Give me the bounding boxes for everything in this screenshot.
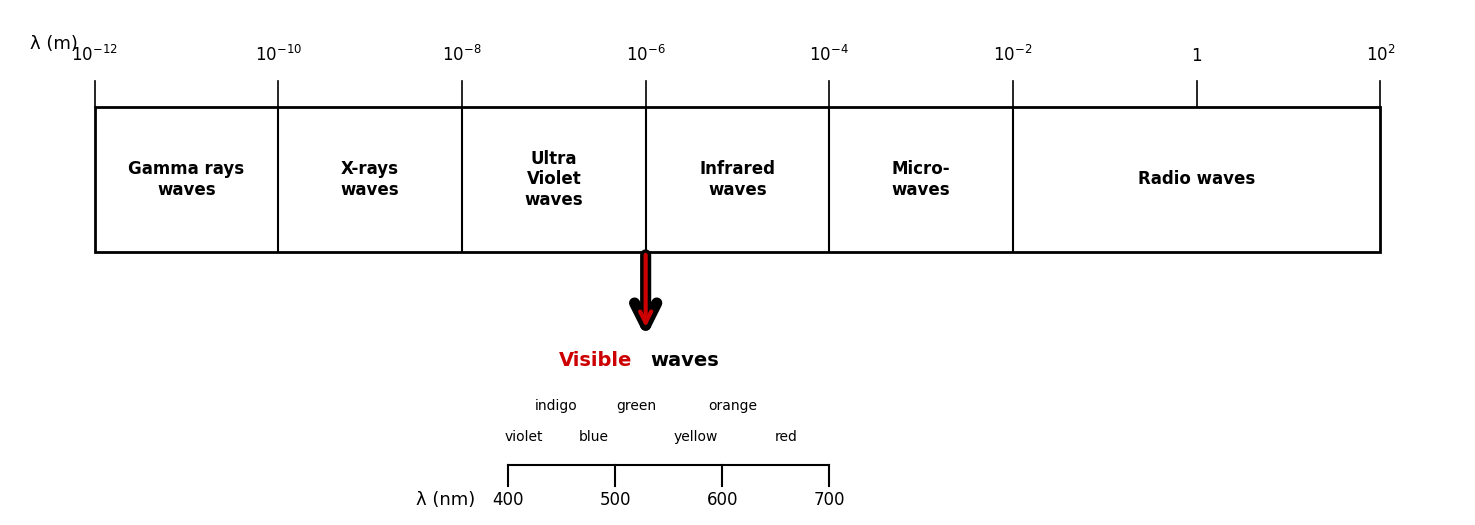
Text: 700: 700 <box>814 491 845 509</box>
Text: $1$: $1$ <box>1192 47 1202 65</box>
Text: $10^{-12}$: $10^{-12}$ <box>71 45 118 65</box>
Text: 400: 400 <box>493 491 524 509</box>
Text: orange: orange <box>708 399 757 413</box>
Text: X-rays
waves: X-rays waves <box>341 160 400 199</box>
Text: Visible: Visible <box>559 351 631 370</box>
FancyBboxPatch shape <box>94 107 1381 252</box>
Text: $10^{-4}$: $10^{-4}$ <box>810 45 850 65</box>
Text: 600: 600 <box>707 491 738 509</box>
Text: red: red <box>774 430 798 444</box>
Text: violet: violet <box>504 430 543 444</box>
Text: Radio waves: Radio waves <box>1139 171 1255 188</box>
Text: λ (m): λ (m) <box>31 35 78 54</box>
Text: 500: 500 <box>599 491 631 509</box>
Text: $10^{-2}$: $10^{-2}$ <box>993 45 1032 65</box>
Text: $10^{2}$: $10^{2}$ <box>1366 45 1395 65</box>
Text: waves: waves <box>650 351 718 370</box>
Text: Ultra
Violet
waves: Ultra Violet waves <box>525 150 583 209</box>
Text: green: green <box>617 399 656 413</box>
Text: $10^{-8}$: $10^{-8}$ <box>442 45 482 65</box>
Text: λ (nm): λ (nm) <box>416 491 475 509</box>
Text: Infrared
waves: Infrared waves <box>699 160 776 199</box>
Text: $10^{-6}$: $10^{-6}$ <box>625 45 665 65</box>
Text: Micro-
waves: Micro- waves <box>892 160 950 199</box>
Text: blue: blue <box>578 430 609 444</box>
Text: yellow: yellow <box>673 430 718 444</box>
Text: $10^{-10}$: $10^{-10}$ <box>255 45 302 65</box>
Text: indigo: indigo <box>535 399 578 413</box>
Text: Gamma rays
waves: Gamma rays waves <box>128 160 245 199</box>
